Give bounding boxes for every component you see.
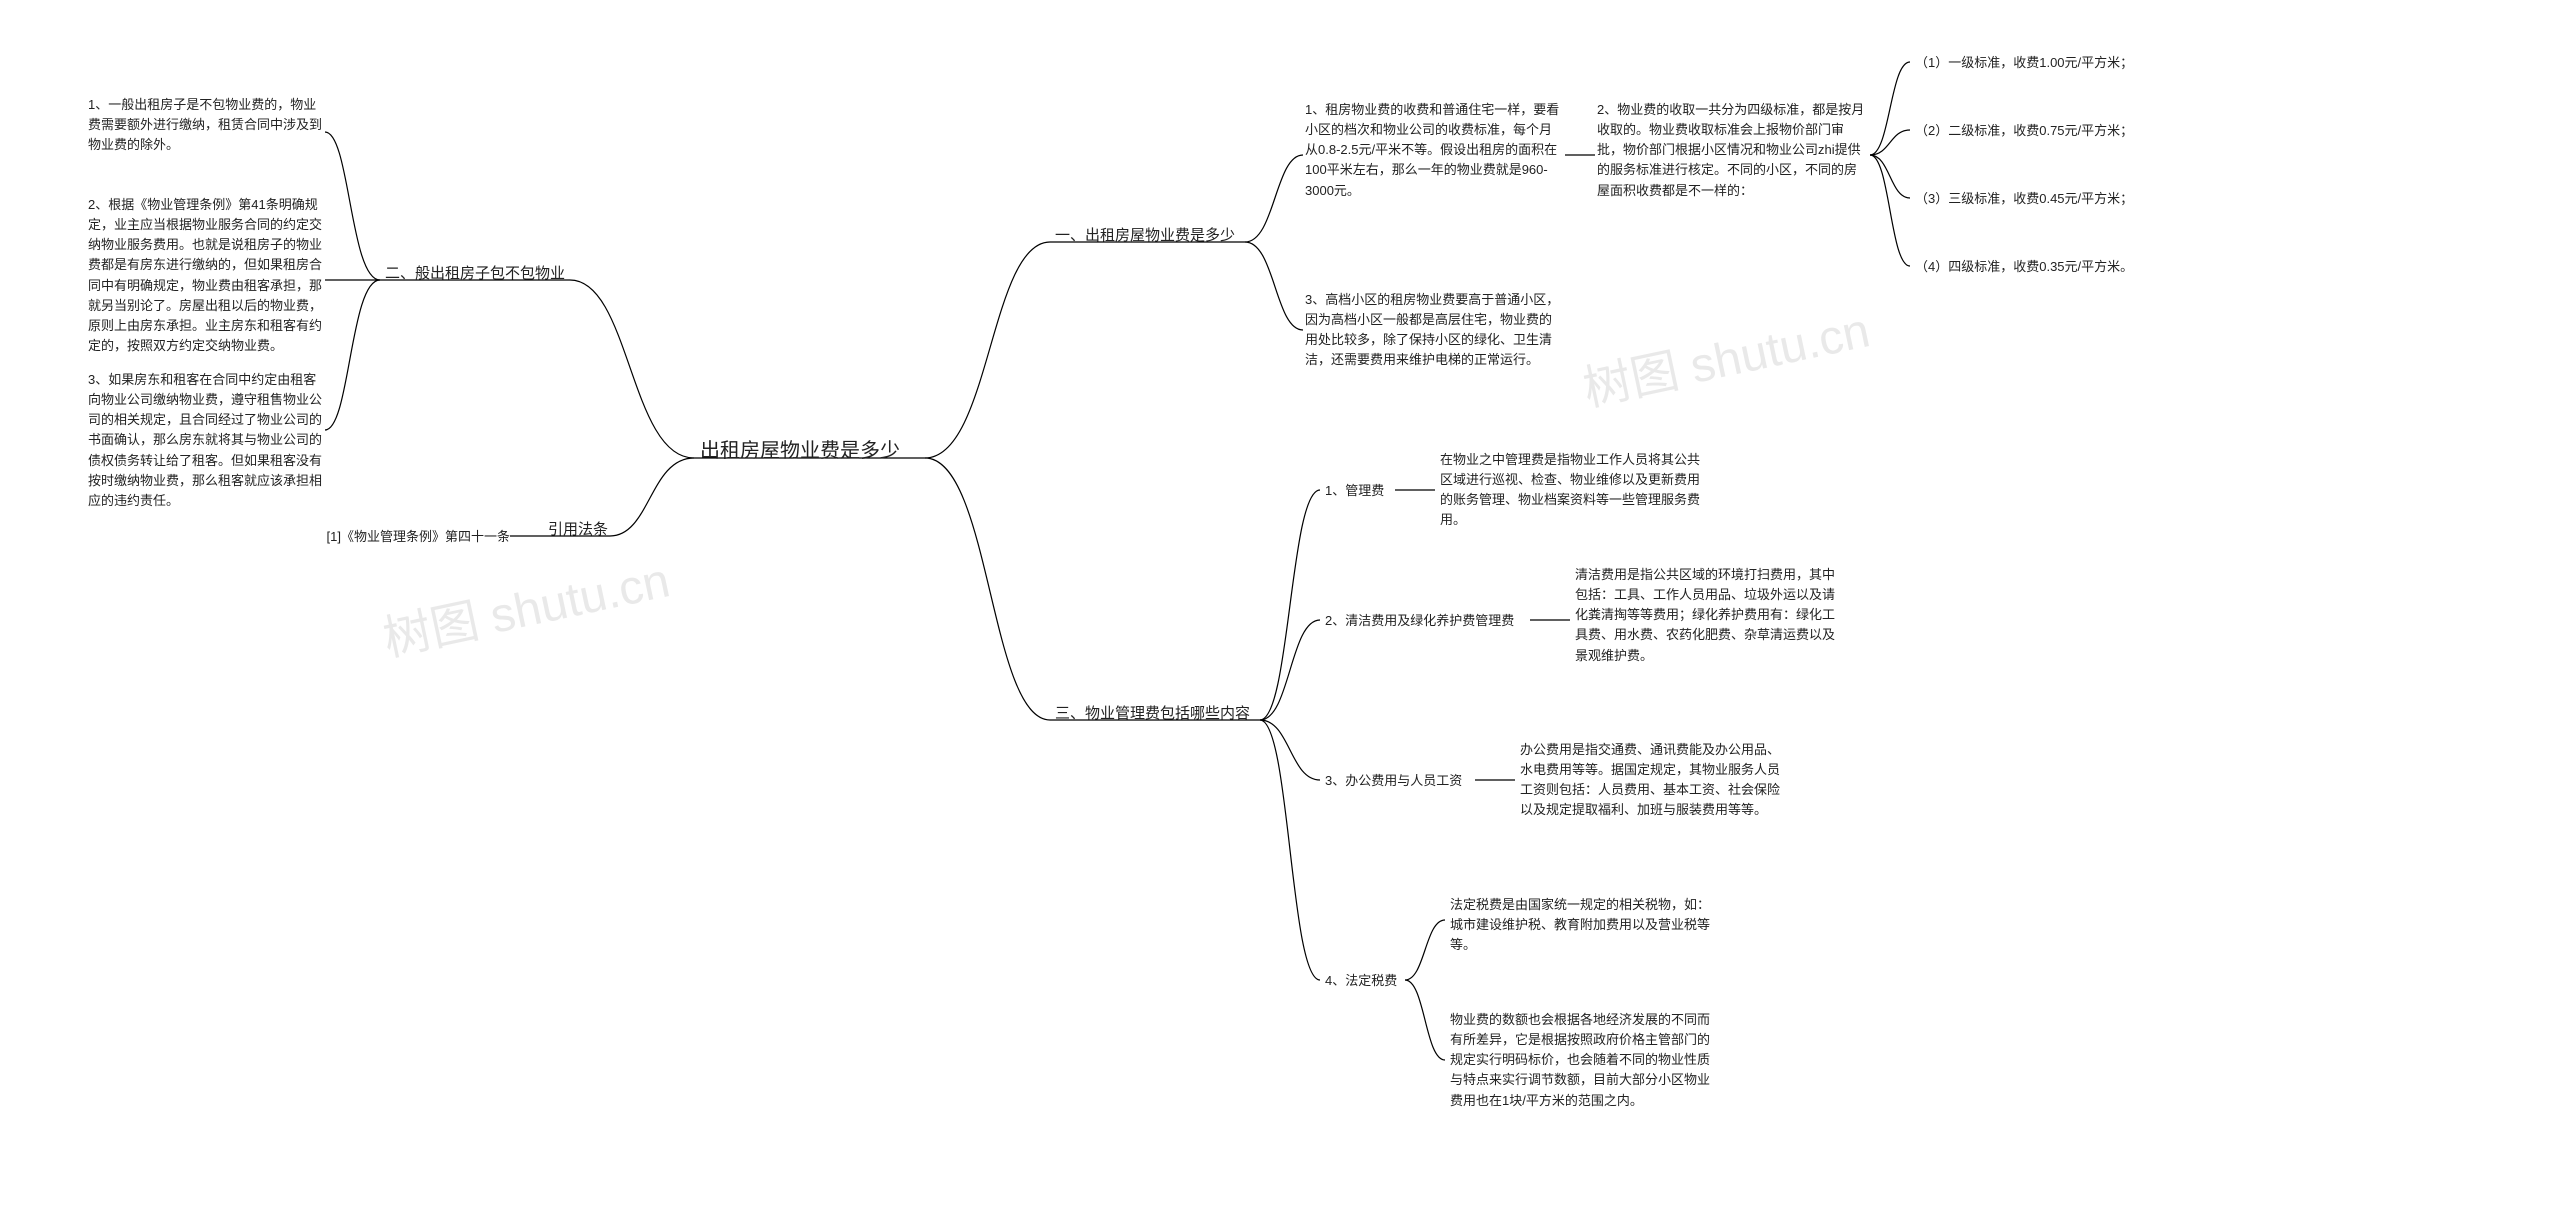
leaf-level-1: （1）一级标准，收费1.00元/平方米； xyxy=(1915,53,2175,73)
leaf-level-3: （3）三级标准，收费0.45元/平方米； xyxy=(1915,189,2175,209)
leaf-mgmt-4-detail-b: 物业费的数额也会根据各地经济发展的不同而有所差异，它是根据按照政府价格主管部门的… xyxy=(1450,1010,1710,1111)
leaf-mgmt-1-detail: 在物业之中管理费是指物业工作人员将其公共区域进行巡视、检查、物业维修以及更新费用… xyxy=(1440,450,1700,531)
branch-right-fee: 一、出租房屋物业费是多少 xyxy=(1055,224,1235,247)
leaf-mgmt-2: 2、清洁费用及绿化养护费管理费 xyxy=(1325,611,1535,631)
branch-left-law: 引用法条 xyxy=(548,518,608,541)
watermark: 树图 shutu.cn xyxy=(376,541,675,670)
leaf-level-4: （4）四级标准，收费0.35元/平方米。 xyxy=(1915,257,2175,277)
leaf-mgmt-4-detail-a: 法定税费是由国家统一规定的相关税物，如：城市建设维护税、教育附加费用以及营业税等… xyxy=(1450,895,1710,955)
leaf: 2、物业费的收取一共分为四级标准，都是按月收取的。物业费收取标准会上报物价部门审… xyxy=(1597,100,1867,201)
leaf-mgmt-3: 3、办公费用与人员工资 xyxy=(1325,771,1485,791)
leaf: 1、一般出租房子是不包物业费的，物业费需要额外进行缴纳，租赁合同中涉及到物业费的… xyxy=(88,95,323,155)
leaf: [1]《物业管理条例》第四十一条 xyxy=(315,527,510,547)
leaf-mgmt-2-detail: 清洁费用是指公共区域的环境打扫费用，其中包括：工具、工作人员用品、垃圾外运以及请… xyxy=(1575,565,1835,666)
leaf: 1、租房物业费的收费和普通住宅一样，要看小区的档次和物业公司的收费标准，每个月从… xyxy=(1305,100,1563,201)
leaf-mgmt-4: 4、法定税费 xyxy=(1325,971,1415,991)
leaf-mgmt-3-detail: 办公费用是指交通费、通讯费能及办公用品、水电费用等等。据国定规定，其物业服务人员… xyxy=(1520,740,1780,821)
watermark: 树图 shutu.cn xyxy=(1576,291,1875,420)
leaf-mgmt-1: 1、管理费 xyxy=(1325,481,1405,501)
leaf: 2、根据《物业管理条例》第41条明确规定，业主应当根据物业服务合同的约定交纳物业… xyxy=(88,195,323,356)
leaf: 3、高档小区的租房物业费要高于普通小区，因为高档小区一般都是高层住宅，物业费的用… xyxy=(1305,290,1563,371)
branch-left-rent-include: 二、般出租房子包不包物业 xyxy=(385,262,565,285)
branch-right-mgmt: 三、物业管理费包括哪些内容 xyxy=(1055,702,1250,725)
leaf-level-2: （2）二级标准，收费0.75元/平方米； xyxy=(1915,121,2175,141)
mindmap-root: 出租房屋物业费是多少 xyxy=(700,436,900,467)
leaf: 3、如果房东和租客在合同中约定由租客向物业公司缴纳物业费，遵守租售物业公司的相关… xyxy=(88,370,323,511)
